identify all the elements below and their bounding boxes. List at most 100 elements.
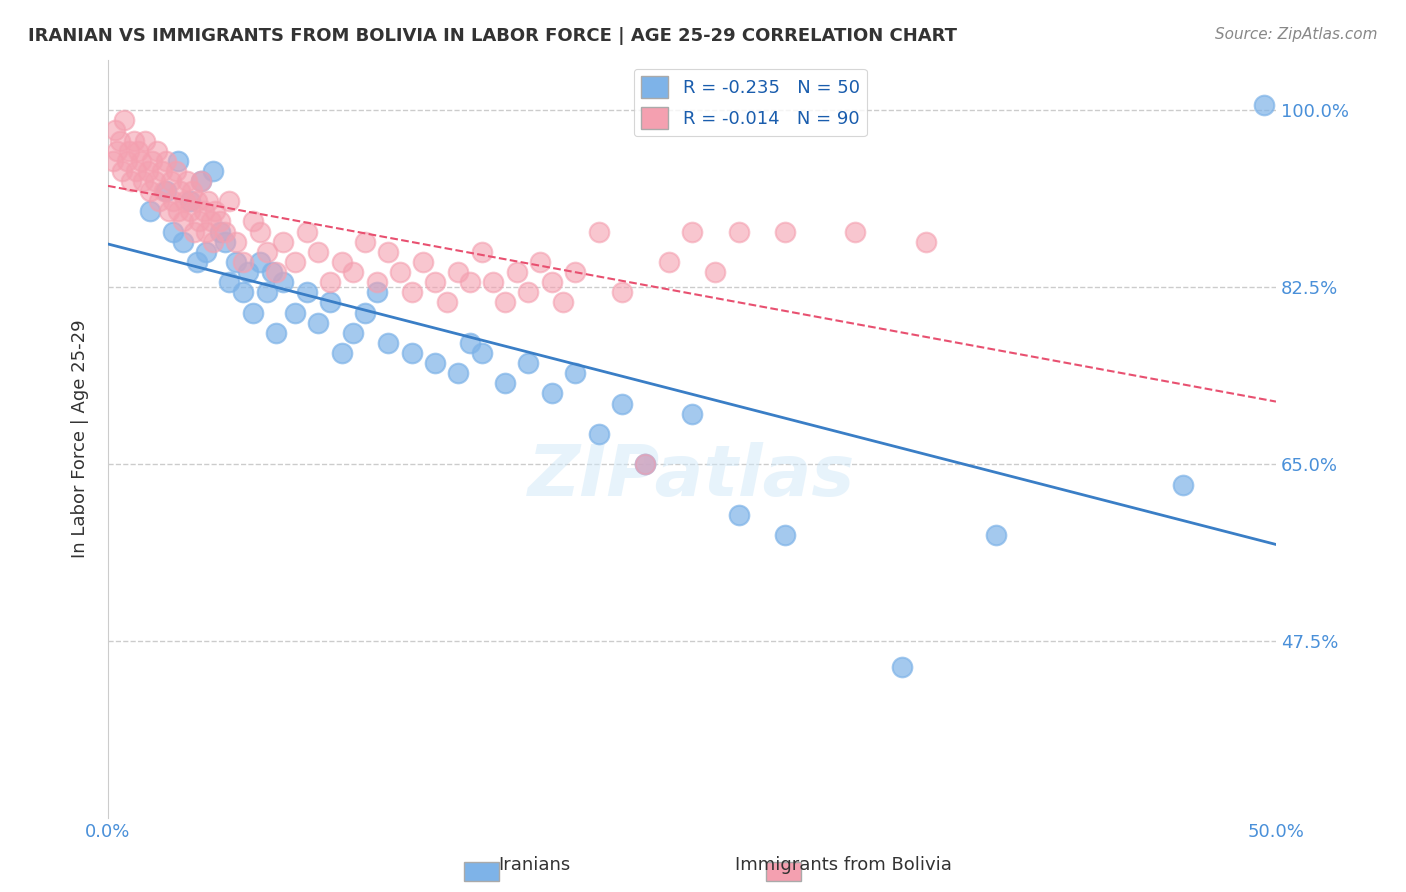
Point (141, 153, 163, 168)
Point (179, 194, 201, 209)
Point (183, 225, 205, 239)
Point (727, 225, 749, 239)
Point (458, 275, 481, 289)
Point (195, 225, 218, 239)
Point (157, 204, 180, 219)
Point (264, 326, 287, 340)
Point (517, 356, 540, 370)
Point (225, 235, 247, 249)
Point (610, 396, 633, 410)
Point (540, 386, 562, 401)
Point (190, 174, 212, 188)
Point (150, 164, 173, 178)
Point (319, 275, 342, 289)
Point (704, 265, 727, 279)
Point (447, 366, 470, 380)
Point (190, 174, 212, 188)
Point (101, 153, 124, 168)
Point (169, 184, 191, 198)
Point (132, 174, 155, 188)
Point (122, 134, 145, 148)
Point (136, 164, 159, 178)
Point (111, 164, 134, 178)
Text: ZIPatlas: ZIPatlas (529, 442, 856, 511)
Point (914, 235, 936, 249)
Point (634, 458, 657, 472)
Point (232, 285, 254, 300)
Point (471, 346, 494, 360)
Point (610, 285, 633, 300)
Point (1253, 98, 1275, 112)
Point (354, 235, 377, 249)
Point (540, 275, 562, 289)
Point (1171, 477, 1194, 491)
Point (471, 244, 494, 259)
Point (236, 265, 259, 279)
Point (200, 214, 222, 228)
Point (634, 458, 657, 472)
Point (564, 265, 586, 279)
Point (134, 134, 156, 148)
Point (120, 174, 142, 188)
Point (891, 659, 914, 673)
Point (727, 508, 749, 522)
Point (553, 295, 575, 310)
Point (148, 194, 170, 209)
Point (162, 225, 184, 239)
Point (174, 194, 197, 209)
Point (588, 427, 610, 442)
Text: Immigrants from Bolivia: Immigrants from Bolivia (735, 856, 952, 874)
Point (242, 305, 264, 319)
Point (202, 164, 225, 178)
Point (319, 295, 342, 310)
Point (256, 244, 278, 259)
Point (423, 275, 446, 289)
Point (125, 164, 148, 178)
Point (214, 225, 236, 239)
Point (105, 144, 128, 158)
Point (146, 144, 169, 158)
Text: Iranians: Iranians (498, 856, 571, 874)
Point (172, 235, 194, 249)
Point (179, 204, 201, 219)
Point (176, 174, 198, 188)
Point (307, 244, 329, 259)
Point (330, 255, 353, 269)
Point (401, 285, 423, 300)
Point (112, 113, 135, 128)
Point (517, 285, 540, 300)
Point (104, 123, 127, 137)
Point (153, 184, 176, 198)
Point (108, 134, 131, 148)
Point (193, 204, 215, 219)
Point (284, 255, 307, 269)
Point (284, 305, 307, 319)
Point (494, 295, 516, 310)
Point (377, 244, 399, 259)
Point (775, 225, 797, 239)
Point (366, 275, 388, 289)
Point (388, 265, 411, 279)
Point (218, 275, 240, 289)
Point (139, 184, 162, 198)
Point (307, 316, 329, 330)
Point (195, 244, 218, 259)
Point (186, 194, 208, 209)
Point (330, 346, 353, 360)
Point (218, 194, 240, 209)
Point (423, 356, 446, 370)
Point (564, 366, 586, 380)
Point (204, 204, 226, 219)
Point (202, 235, 225, 249)
Text: IRANIAN VS IMMIGRANTS FROM BOLIVIA IN LABOR FORCE | AGE 25-29 CORRELATION CHART: IRANIAN VS IMMIGRANTS FROM BOLIVIA IN LA… (28, 27, 957, 45)
Point (984, 528, 1007, 542)
Point (155, 153, 177, 168)
Point (167, 204, 190, 219)
Point (256, 285, 278, 300)
Point (506, 265, 529, 279)
Point (209, 225, 232, 239)
Point (436, 295, 458, 310)
Point (186, 255, 208, 269)
Point (412, 255, 434, 269)
Point (681, 407, 703, 421)
